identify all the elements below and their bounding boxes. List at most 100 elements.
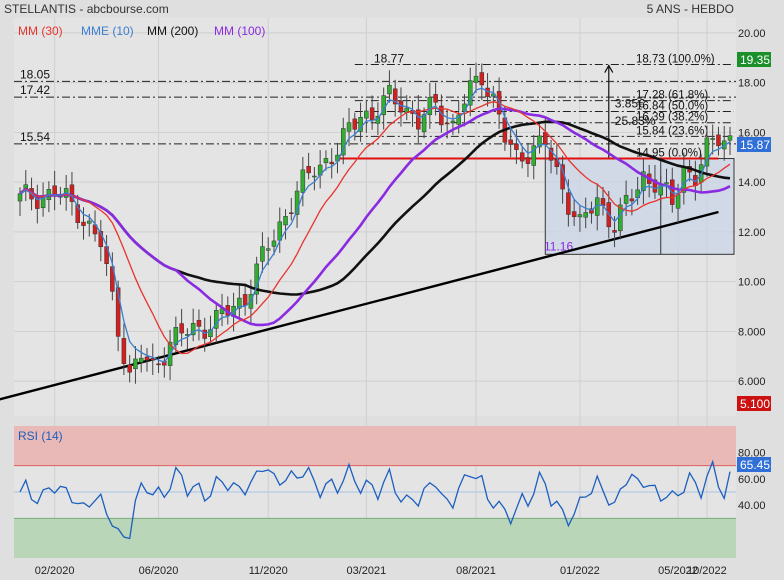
rsi-tick-label: 80.00	[738, 447, 766, 459]
candle-body	[329, 161, 334, 165]
candle-body	[312, 175, 317, 178]
candle-body	[87, 220, 92, 224]
rsi-series-line	[19, 459, 731, 540]
time-tick-label: 05/2022	[658, 565, 698, 577]
period-label: 5 ANS - HEBDO	[647, 2, 734, 16]
price-tick-label: 20.00	[738, 28, 766, 40]
fib-move-arrowhead	[604, 64, 614, 73]
candle-body	[369, 107, 375, 121]
candle-body	[444, 122, 450, 125]
candle-body	[392, 88, 398, 105]
candle-body	[69, 184, 75, 202]
last-price-badge: 15.87	[737, 137, 771, 152]
price-axis-strip	[736, 18, 784, 416]
candle-body	[289, 212, 294, 214]
candle-body	[664, 182, 669, 185]
time-tick-label: 06/2020	[139, 565, 179, 577]
svg-text:19.35: 19.35	[740, 53, 770, 67]
candle-body	[583, 212, 588, 218]
candle-body	[548, 147, 554, 161]
rsi-line	[19, 459, 731, 540]
candle-body	[537, 135, 542, 148]
candle-body	[473, 75, 479, 83]
candle-body	[600, 198, 606, 206]
mm30-line	[19, 101, 731, 355]
candle-body	[571, 211, 577, 217]
candle-body	[98, 231, 104, 248]
time-tick-label: 11/2020	[249, 565, 288, 577]
candle-body	[364, 110, 369, 119]
candle-body	[196, 319, 202, 327]
candle-body	[138, 357, 144, 363]
legend-mm100: MM (100)	[214, 24, 265, 38]
horizontal-levels: 18.05 17.42 15.54	[14, 67, 736, 145]
level-label: 15.54	[20, 130, 50, 144]
level-label: 17.42	[20, 83, 50, 97]
candle-body	[479, 72, 485, 86]
candle-body	[115, 287, 121, 337]
candle-body	[265, 248, 271, 251]
mme10-line	[19, 87, 731, 363]
time-tick-label: 08/2021	[456, 565, 496, 577]
legend-mm200: MM (200)	[147, 24, 198, 38]
fib-move-pct: 25.83%	[615, 114, 656, 128]
fib-level-label: 17.28 (61.8%)	[636, 90, 708, 102]
candle-body	[525, 157, 531, 164]
rsi-tick-label: 60.00	[738, 474, 766, 486]
candle-body	[508, 139, 513, 145]
time-tick-label: 01/2022	[560, 565, 600, 577]
candle-body	[75, 204, 80, 223]
candle-body	[237, 297, 242, 309]
candle-body	[531, 145, 536, 166]
candle-body	[127, 364, 132, 373]
candle-body	[675, 194, 681, 209]
candle-body	[202, 329, 207, 339]
candle-body	[294, 190, 300, 215]
fib-level-label: 18.73 (100.0%)	[636, 54, 715, 66]
candle-body	[629, 198, 635, 202]
rsi-axis-strip	[736, 426, 784, 558]
candle-body	[150, 358, 156, 361]
candle-body	[589, 208, 594, 214]
candle-body	[260, 246, 265, 262]
moving-averages	[19, 87, 731, 363]
candle-body	[17, 193, 23, 202]
price-tick-label: 10.00	[738, 277, 766, 289]
candle-body	[727, 135, 733, 141]
fib-level-label: 16.39 (38.2%)	[636, 112, 708, 124]
svg-text:15.87: 15.87	[740, 138, 770, 152]
candle-body	[566, 192, 571, 215]
candle-body	[456, 114, 461, 125]
high-price-badge: 19.35	[737, 52, 771, 67]
support-trendline	[0, 210, 719, 401]
candle-body	[179, 323, 184, 334]
price-tick-label: 8.000	[738, 326, 766, 338]
candle-body	[641, 171, 646, 191]
candle-body	[623, 195, 629, 204]
candle-body	[341, 128, 346, 156]
candle-body	[427, 97, 433, 116]
candle-body	[214, 310, 219, 329]
candle-body	[416, 109, 421, 130]
fib-level-label: 16.84 (50.0%)	[636, 101, 708, 113]
candle-body	[467, 80, 473, 106]
candle-body	[387, 84, 392, 95]
candle-body	[242, 294, 248, 306]
time-tick-label: 02/2020	[35, 565, 75, 577]
rsi-overbought-zone	[14, 426, 736, 466]
candle-body	[306, 166, 311, 174]
candle-body	[208, 329, 213, 337]
legend-mme10: MME (10)	[81, 24, 134, 38]
low-price-badge: 5.100	[737, 396, 771, 411]
svg-text:65.45: 65.45	[740, 458, 770, 472]
candle-body	[300, 169, 306, 193]
time-tick-label: 10/2022	[687, 565, 727, 577]
candle-body	[346, 122, 352, 132]
candle-body	[612, 230, 617, 233]
rsi-label: RSI (14)	[18, 429, 63, 443]
candle-body	[652, 179, 658, 193]
candle-body	[352, 118, 358, 130]
candle-body	[283, 216, 288, 226]
price-tick-label: 6.000	[738, 376, 766, 388]
